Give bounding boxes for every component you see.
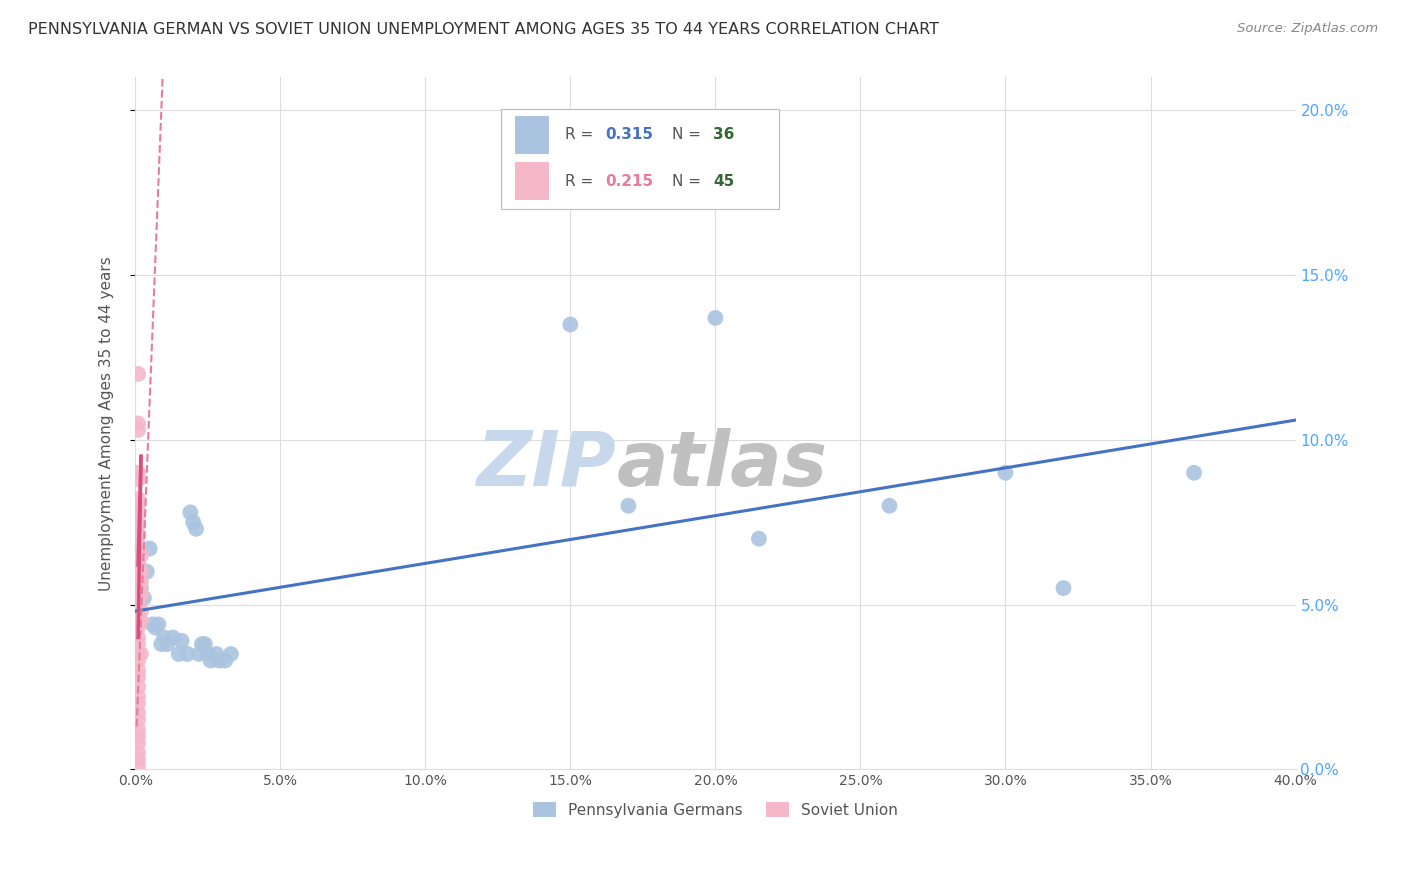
Point xyxy=(127,548,149,562)
Point xyxy=(129,574,152,589)
Point xyxy=(138,541,160,556)
Point xyxy=(127,664,149,678)
Text: atlas: atlas xyxy=(617,428,828,502)
Point xyxy=(127,647,149,661)
Point xyxy=(127,614,149,628)
Point xyxy=(200,654,222,668)
Point xyxy=(214,654,236,668)
Text: 0.315: 0.315 xyxy=(605,128,654,143)
Point xyxy=(127,591,149,605)
Point xyxy=(176,647,198,661)
Point xyxy=(194,637,217,651)
Point xyxy=(127,581,149,595)
Text: PENNSYLVANIA GERMAN VS SOVIET UNION UNEMPLOYMENT AMONG AGES 35 TO 44 YEARS CORRE: PENNSYLVANIA GERMAN VS SOVIET UNION UNEM… xyxy=(28,22,939,37)
Point xyxy=(127,604,149,618)
Point xyxy=(127,736,149,750)
Point xyxy=(127,417,149,431)
Y-axis label: Unemployment Among Ages 35 to 44 years: Unemployment Among Ages 35 to 44 years xyxy=(100,256,114,591)
Point xyxy=(129,588,152,602)
Point xyxy=(129,548,152,562)
Text: Source: ZipAtlas.com: Source: ZipAtlas.com xyxy=(1237,22,1378,36)
Point xyxy=(127,706,149,721)
Point xyxy=(184,522,207,536)
Text: 36: 36 xyxy=(713,128,734,143)
Point xyxy=(127,730,149,744)
Point xyxy=(127,423,149,437)
Point xyxy=(127,723,149,737)
Point xyxy=(219,647,242,661)
Point xyxy=(127,637,149,651)
Bar xyxy=(515,116,550,154)
Point xyxy=(127,466,149,480)
Text: N =: N = xyxy=(672,128,706,143)
Point xyxy=(127,654,149,668)
Point xyxy=(145,621,167,635)
Point xyxy=(127,680,149,694)
Point xyxy=(560,318,582,332)
Point xyxy=(162,631,184,645)
Point xyxy=(142,617,165,632)
Point xyxy=(127,555,149,569)
Point xyxy=(127,621,149,635)
Point xyxy=(1182,466,1205,480)
Point xyxy=(129,565,152,579)
Point xyxy=(127,545,149,559)
Point xyxy=(879,499,901,513)
Point xyxy=(181,515,204,529)
Point xyxy=(150,637,173,651)
Point xyxy=(148,617,170,632)
Point xyxy=(205,647,228,661)
Point xyxy=(191,637,214,651)
Point xyxy=(208,654,231,668)
Point xyxy=(127,508,149,523)
Text: R =: R = xyxy=(565,128,598,143)
Point xyxy=(188,647,211,661)
Point xyxy=(156,637,179,651)
Point xyxy=(127,492,149,507)
Point xyxy=(127,746,149,760)
Point xyxy=(127,574,149,589)
Point xyxy=(153,631,176,645)
Point xyxy=(127,759,149,773)
Point xyxy=(127,518,149,533)
Point xyxy=(129,647,152,661)
Point xyxy=(127,598,149,612)
Point xyxy=(197,647,219,661)
Point xyxy=(170,633,193,648)
Text: ZIP: ZIP xyxy=(477,428,617,502)
Point xyxy=(127,528,149,542)
Point xyxy=(129,604,152,618)
Bar xyxy=(515,162,550,200)
Point xyxy=(127,752,149,766)
Point xyxy=(127,697,149,711)
Text: N =: N = xyxy=(672,174,706,189)
Point xyxy=(127,690,149,704)
Point xyxy=(1052,581,1074,595)
FancyBboxPatch shape xyxy=(501,109,779,209)
Point xyxy=(132,591,155,605)
Text: 0.215: 0.215 xyxy=(605,174,654,189)
Legend: Pennsylvania Germans, Soviet Union: Pennsylvania Germans, Soviet Union xyxy=(527,796,904,824)
Point xyxy=(135,565,157,579)
Point xyxy=(127,565,149,579)
Point xyxy=(617,499,640,513)
Point xyxy=(994,466,1017,480)
Text: 45: 45 xyxy=(713,174,734,189)
Point xyxy=(129,614,152,628)
Point xyxy=(127,499,149,513)
Point xyxy=(167,647,190,661)
Text: R =: R = xyxy=(565,174,598,189)
Point xyxy=(127,713,149,727)
Point xyxy=(127,367,149,381)
Point xyxy=(127,538,149,552)
Point xyxy=(127,631,149,645)
Point xyxy=(127,472,149,486)
Point xyxy=(129,581,152,595)
Point xyxy=(127,670,149,684)
Point xyxy=(127,558,149,572)
Point xyxy=(748,532,770,546)
Point xyxy=(179,505,201,519)
Point xyxy=(704,310,727,325)
